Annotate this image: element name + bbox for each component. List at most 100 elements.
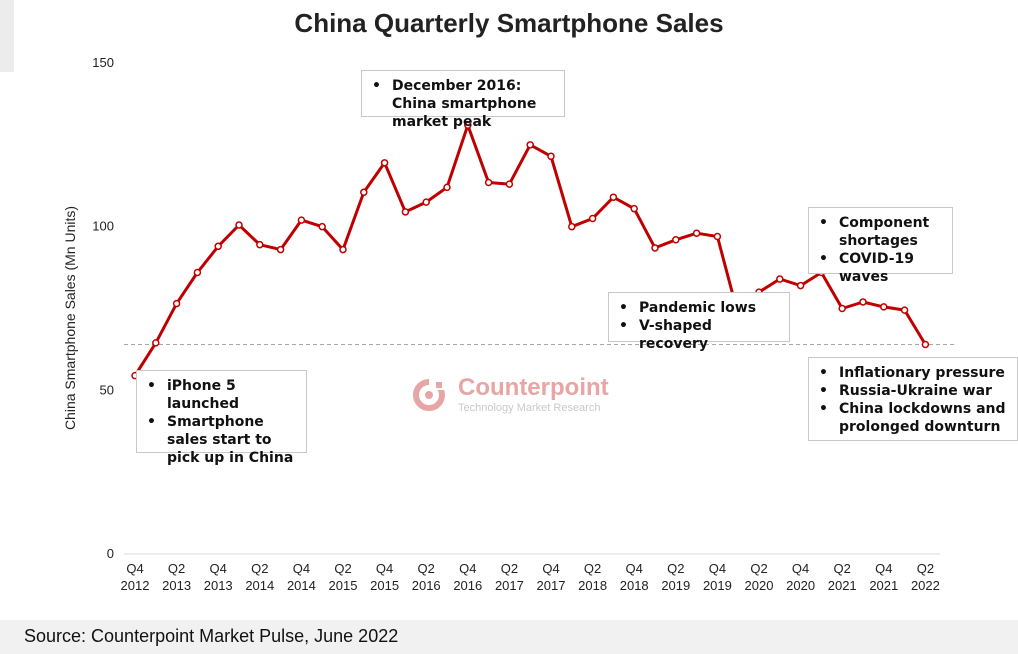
x-tick-label: Q4 bbox=[126, 561, 143, 576]
data-point bbox=[297, 216, 306, 224]
x-tick-label: 2015 bbox=[370, 578, 399, 593]
data-point bbox=[692, 229, 701, 237]
data-point bbox=[276, 245, 285, 254]
data-point bbox=[609, 193, 618, 201]
data-point bbox=[422, 198, 430, 206]
annotation-item: iPhone 5 launched bbox=[143, 377, 296, 413]
data-point bbox=[318, 222, 326, 231]
data-point bbox=[651, 244, 659, 252]
annotation-peak: December 2016: China smartphone market p… bbox=[361, 70, 565, 130]
y-tick-label: 50 bbox=[100, 382, 114, 397]
annotation-item: Russia-Ukraine war bbox=[815, 382, 1007, 400]
x-tick-label: 2019 bbox=[661, 578, 690, 593]
x-tick-label: 2014 bbox=[245, 578, 274, 593]
data-point bbox=[380, 159, 389, 167]
x-tick-label: 2021 bbox=[869, 578, 898, 593]
data-point bbox=[672, 236, 680, 244]
annotation-iphone: iPhone 5 launched Smartphone sales start… bbox=[136, 370, 307, 466]
data-point bbox=[880, 303, 888, 311]
annotation-item: COVID-19 waves bbox=[815, 250, 942, 286]
annotation-item: V-shaped recovery bbox=[615, 317, 779, 353]
y-tick-label: 100 bbox=[92, 219, 114, 234]
x-tick-label: 2012 bbox=[121, 578, 150, 593]
annotation-item: China lockdowns and prolonged downturn bbox=[815, 400, 1007, 436]
watermark-name: Counterpoint bbox=[458, 374, 609, 401]
data-point bbox=[859, 298, 867, 306]
counterpoint-logo-icon bbox=[413, 378, 446, 411]
annotation-pandemic: Pandemic lows V-shaped recovery bbox=[608, 292, 790, 352]
x-tick-label: Q4 bbox=[210, 561, 227, 576]
x-tick-label: 2018 bbox=[578, 578, 607, 593]
data-point bbox=[193, 268, 202, 277]
x-tick-label: Q2 bbox=[834, 561, 851, 576]
x-tick-label: Q4 bbox=[542, 561, 559, 576]
data-point bbox=[526, 141, 534, 149]
x-tick-label: Q2 bbox=[501, 561, 518, 576]
x-tick-label: 2019 bbox=[703, 578, 732, 593]
annotation-item: December 2016: China smartphone market p… bbox=[368, 77, 554, 131]
x-tick-label: Q4 bbox=[709, 561, 726, 576]
line-chart: 0 50 100 150 Q4 2012 Q2 2013 Q4 2013 Q2 2014 Q4 2014 Q… bbox=[92, 55, 955, 593]
footer: Source: Counterpoint Market Pulse, June … bbox=[0, 620, 1018, 654]
annotation-item: Inflationary pressure bbox=[815, 364, 1007, 382]
data-point bbox=[339, 245, 347, 254]
data-point bbox=[547, 152, 555, 161]
x-tick-label: 2020 bbox=[745, 578, 774, 593]
y-tick-label: 0 bbox=[107, 546, 114, 561]
source-text: Source: Counterpoint Market Pulse, June … bbox=[24, 626, 399, 646]
data-point bbox=[214, 242, 222, 251]
data-point bbox=[401, 208, 410, 216]
data-point bbox=[630, 204, 638, 213]
x-tick-label: Q2 bbox=[750, 561, 767, 576]
x-tick-label: 2016 bbox=[412, 578, 441, 593]
x-tick-label: Q2 bbox=[168, 561, 185, 576]
data-point bbox=[568, 222, 576, 231]
watermark-tagline: Technology Market Research bbox=[458, 402, 601, 414]
x-tick-label: 2018 bbox=[620, 578, 649, 593]
x-tick-label: 2021 bbox=[828, 578, 857, 593]
x-tick-label: Q2 bbox=[584, 561, 601, 576]
y-tick-label: 150 bbox=[92, 55, 114, 70]
x-tick-label: Q2 bbox=[251, 561, 268, 576]
data-point bbox=[921, 340, 930, 349]
x-tick-label: Q2 bbox=[667, 561, 684, 576]
x-tick-label: 2017 bbox=[495, 578, 524, 593]
data-point bbox=[796, 281, 805, 290]
data-point bbox=[256, 240, 264, 249]
data-point bbox=[588, 214, 597, 223]
chart-title: China Quarterly Smartphone Sales bbox=[294, 8, 724, 38]
data-point bbox=[235, 221, 243, 229]
series-line bbox=[133, 123, 927, 377]
x-tick-label: Q4 bbox=[875, 561, 892, 576]
data-point bbox=[443, 183, 451, 192]
x-tick-label: 2013 bbox=[204, 578, 233, 593]
x-tick-label: Q4 bbox=[376, 561, 393, 576]
x-tick-label: 2014 bbox=[287, 578, 316, 593]
data-point bbox=[838, 304, 846, 313]
x-tick-label: Q4 bbox=[626, 561, 643, 576]
data-point bbox=[900, 306, 909, 314]
data-point bbox=[360, 188, 368, 197]
annotation-item: Component shortages bbox=[815, 214, 942, 250]
x-tick-label: 2020 bbox=[786, 578, 815, 593]
x-tick-label: Q4 bbox=[792, 561, 809, 576]
x-tick-label: Q2 bbox=[917, 561, 934, 576]
x-tick-label: 2015 bbox=[329, 578, 358, 593]
x-tick-label: 2013 bbox=[162, 578, 191, 593]
data-point bbox=[484, 178, 493, 187]
counterpoint-watermark: Counterpoint Technology Market Research bbox=[412, 374, 622, 420]
x-tick-label: 2017 bbox=[537, 578, 566, 593]
data-point bbox=[505, 180, 514, 188]
left-strip bbox=[0, 0, 14, 72]
x-tick-label: 2022 bbox=[911, 578, 940, 593]
data-point bbox=[152, 339, 160, 347]
annotation-item: Smartphone sales start to pick up in Chi… bbox=[143, 413, 296, 467]
x-tick-label: Q2 bbox=[418, 561, 435, 576]
annotation-item: Pandemic lows bbox=[615, 299, 779, 317]
data-point bbox=[713, 232, 722, 241]
data-point bbox=[776, 275, 784, 283]
annotation-inflation: Inflationary pressure Russia-Ukraine war… bbox=[808, 357, 1018, 441]
x-tick-label: Q2 bbox=[334, 561, 351, 576]
x-tick-label: Q4 bbox=[293, 561, 310, 576]
data-point bbox=[172, 299, 181, 308]
